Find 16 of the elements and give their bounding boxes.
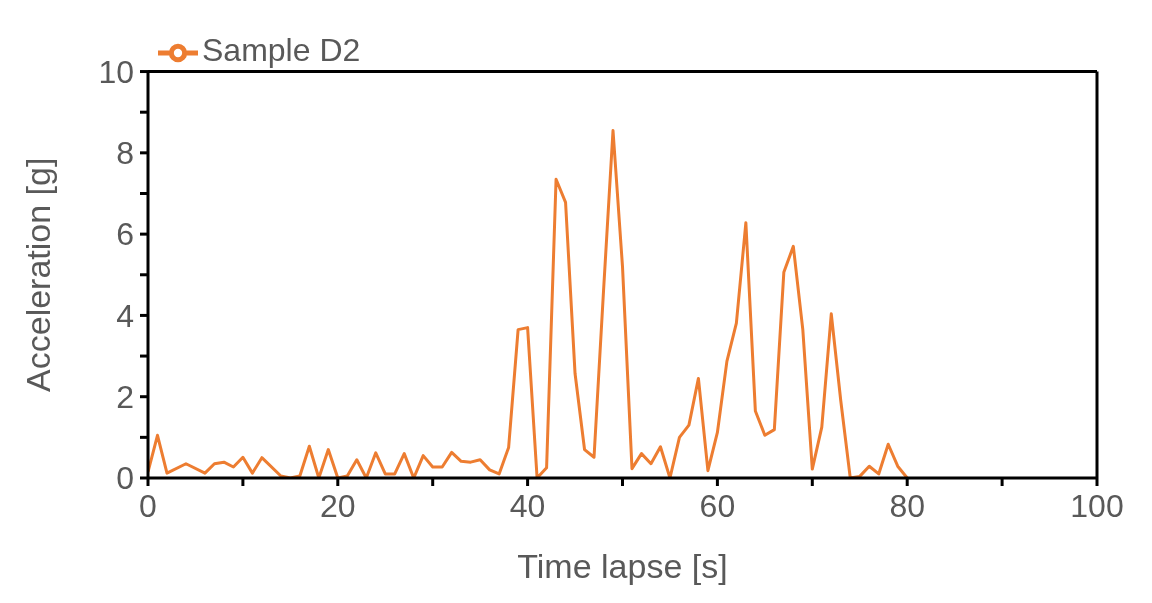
legend-label: Sample D2: [202, 32, 361, 68]
y-tick-label: 8: [116, 135, 134, 172]
x-tick-label: 80: [889, 487, 925, 524]
x-tick-label: 60: [699, 487, 736, 524]
y-tick-label: 6: [116, 216, 134, 253]
x-tick-label: 20: [320, 487, 356, 524]
x-tick-label: 100: [1070, 487, 1124, 524]
line-series: [148, 128, 909, 478]
x-tick-label: 40: [509, 487, 546, 524]
x-tick-label: 0: [139, 487, 157, 524]
y-tick-label: 10: [98, 53, 134, 90]
y-axis-title: Acceleration [g]: [19, 157, 58, 392]
y-tick-label: 2: [116, 379, 134, 416]
y-tick-label: 4: [116, 297, 134, 334]
y-tick-label: 0: [116, 460, 134, 497]
x-axis-title: Time lapse [s]: [517, 547, 728, 585]
